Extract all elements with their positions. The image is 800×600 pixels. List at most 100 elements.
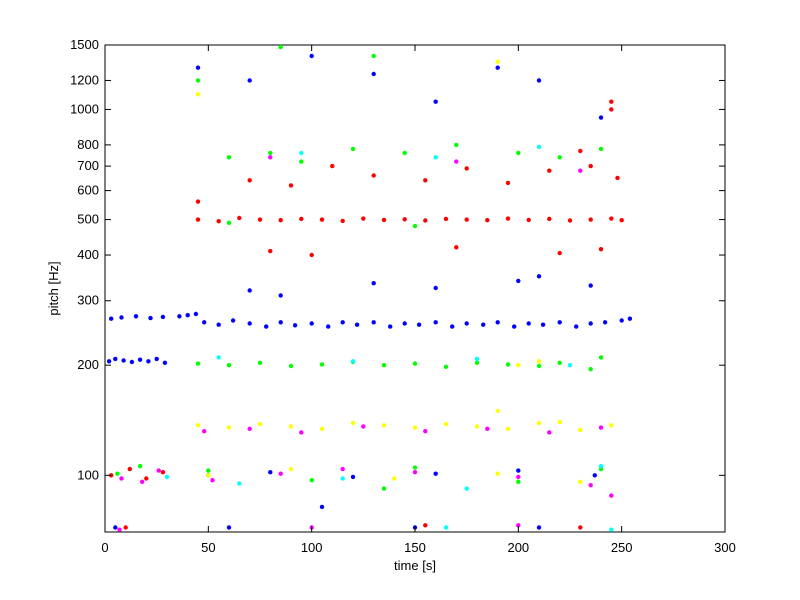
- data-point: [247, 78, 252, 83]
- data-point: [516, 523, 521, 528]
- data-point: [177, 314, 182, 319]
- data-point: [485, 426, 490, 431]
- data-point: [278, 293, 283, 298]
- data-point: [609, 493, 614, 498]
- data-point: [474, 356, 480, 362]
- data-point: [144, 476, 149, 481]
- data-point: [598, 247, 604, 252]
- data-point: [340, 476, 345, 481]
- data-point: [505, 216, 511, 221]
- data-point: [598, 355, 604, 360]
- data-point: [119, 476, 124, 481]
- data-point: [423, 218, 428, 223]
- data-point: [309, 252, 314, 258]
- data-point: [609, 216, 614, 221]
- data-point: [536, 144, 542, 150]
- data-point: [578, 525, 583, 530]
- data-point: [121, 358, 126, 363]
- data-point: [361, 216, 366, 221]
- data-point: [495, 320, 500, 325]
- data-point: [299, 159, 304, 164]
- data-point: [288, 183, 294, 188]
- data-point: [412, 223, 418, 229]
- data-point: [495, 408, 500, 414]
- data-point: [536, 363, 542, 369]
- data-point: [137, 463, 143, 469]
- data-point: [505, 426, 511, 431]
- data-point: [526, 217, 531, 223]
- data-point: [557, 250, 562, 256]
- data-point: [433, 320, 438, 325]
- data-point: [505, 180, 511, 186]
- data-point: [350, 474, 356, 480]
- data-point: [588, 163, 593, 169]
- data-point: [433, 471, 438, 476]
- x-axis-ticks: 0 50 100 150 200 250 300: [101, 45, 736, 555]
- data-point: [309, 53, 314, 59]
- y-tick-label: 300: [77, 293, 99, 308]
- data-point: [247, 178, 252, 183]
- data-point: [106, 359, 112, 364]
- data-point: [474, 360, 480, 365]
- data-point: [350, 359, 356, 364]
- data-point: [115, 471, 120, 476]
- data-point: [516, 278, 521, 284]
- data-point: [340, 218, 345, 224]
- data-point: [474, 424, 480, 429]
- data-point: [567, 218, 573, 223]
- data-point: [464, 321, 469, 326]
- data-point: [423, 523, 428, 528]
- data-point: [464, 166, 469, 171]
- data-point: [609, 423, 614, 428]
- y-tick-label: 1500: [70, 37, 99, 52]
- x-axis-label: time [s]: [394, 558, 436, 573]
- data-point: [615, 175, 620, 181]
- y-tick-label: 1000: [70, 101, 99, 116]
- data-point: [495, 65, 500, 70]
- data-point: [140, 479, 145, 484]
- data-point: [381, 423, 387, 428]
- data-point: [588, 321, 593, 326]
- data-point: [433, 99, 438, 104]
- data-point: [195, 361, 201, 366]
- data-point: [195, 78, 201, 83]
- data-point: [547, 168, 552, 173]
- data-point: [319, 504, 325, 510]
- data-point: [268, 155, 273, 160]
- data-point: [454, 159, 459, 164]
- y-tick-label: 100: [77, 467, 99, 482]
- data-point: [164, 474, 170, 480]
- data-point: [309, 321, 314, 326]
- data-point: [226, 155, 232, 160]
- data-point: [412, 425, 418, 430]
- data-point: [319, 426, 325, 431]
- data-point: [598, 463, 604, 469]
- x-tick-label: 50: [201, 540, 215, 555]
- data-point: [340, 320, 345, 325]
- data-point: [299, 150, 304, 156]
- y-axis-ticks: 100 200 300 400 500 600 700 800 1000 1200 1500: [70, 37, 725, 482]
- y-tick-label: 800: [77, 137, 99, 152]
- data-point: [557, 360, 562, 365]
- data-point: [299, 216, 304, 222]
- data-point: [536, 525, 542, 530]
- data-point: [354, 322, 360, 327]
- data-points: [106, 44, 633, 532]
- data-point: [109, 473, 114, 478]
- data-point: [588, 483, 593, 488]
- data-point: [516, 150, 521, 156]
- data-point: [423, 178, 428, 183]
- data-point: [433, 285, 438, 291]
- data-point: [588, 367, 593, 372]
- data-point: [226, 525, 232, 530]
- data-point: [226, 363, 232, 368]
- data-point: [443, 216, 449, 222]
- data-point: [268, 248, 273, 254]
- data-point: [602, 320, 608, 325]
- data-point: [257, 360, 263, 365]
- data-point: [206, 473, 211, 478]
- data-point: [230, 318, 236, 323]
- data-point: [257, 217, 263, 222]
- data-point: [588, 283, 593, 288]
